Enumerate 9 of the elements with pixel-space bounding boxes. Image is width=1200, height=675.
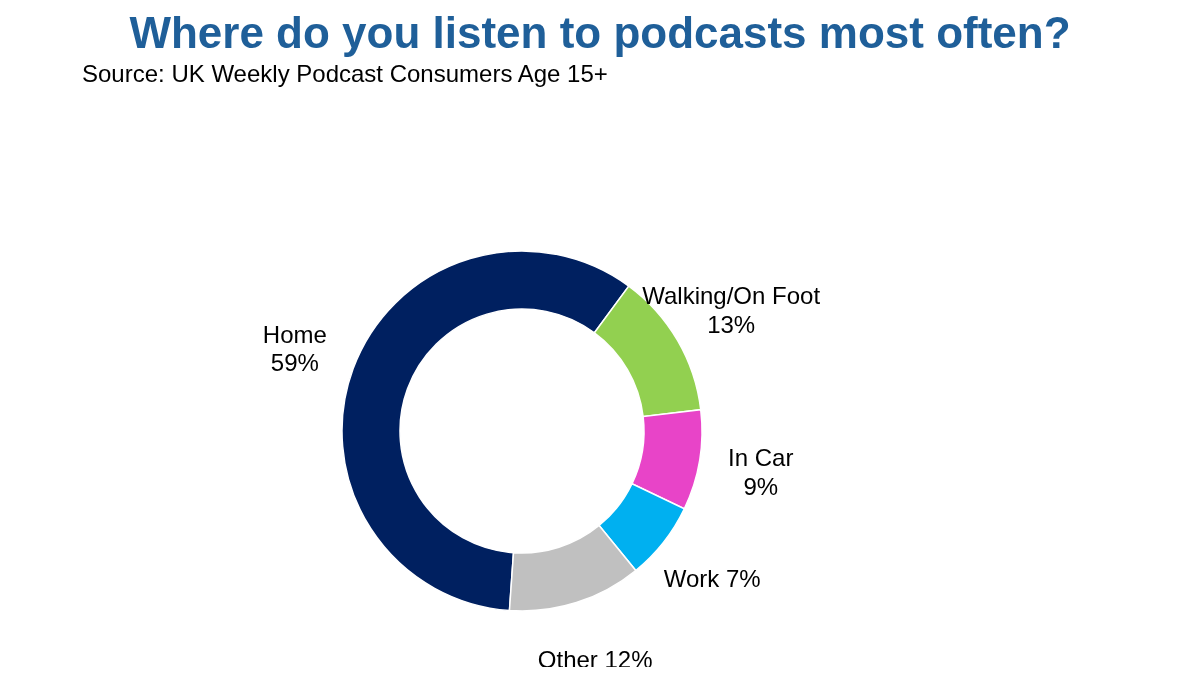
data-label: 13% <box>707 311 756 339</box>
chart-subtitle: Source: UK Weekly Podcast Consumers Age 15+ <box>82 60 609 88</box>
chart-title: Where do you listen to podcasts most often? <box>128 8 1072 58</box>
data-label: 59% <box>270 349 319 377</box>
data-label: 9% <box>743 472 779 500</box>
slice-label: Work 7% <box>663 565 761 592</box>
slice-label: In Car <box>728 443 794 471</box>
slice-label: Home <box>262 320 327 348</box>
slice-label: Walking/On Foot <box>642 282 821 310</box>
